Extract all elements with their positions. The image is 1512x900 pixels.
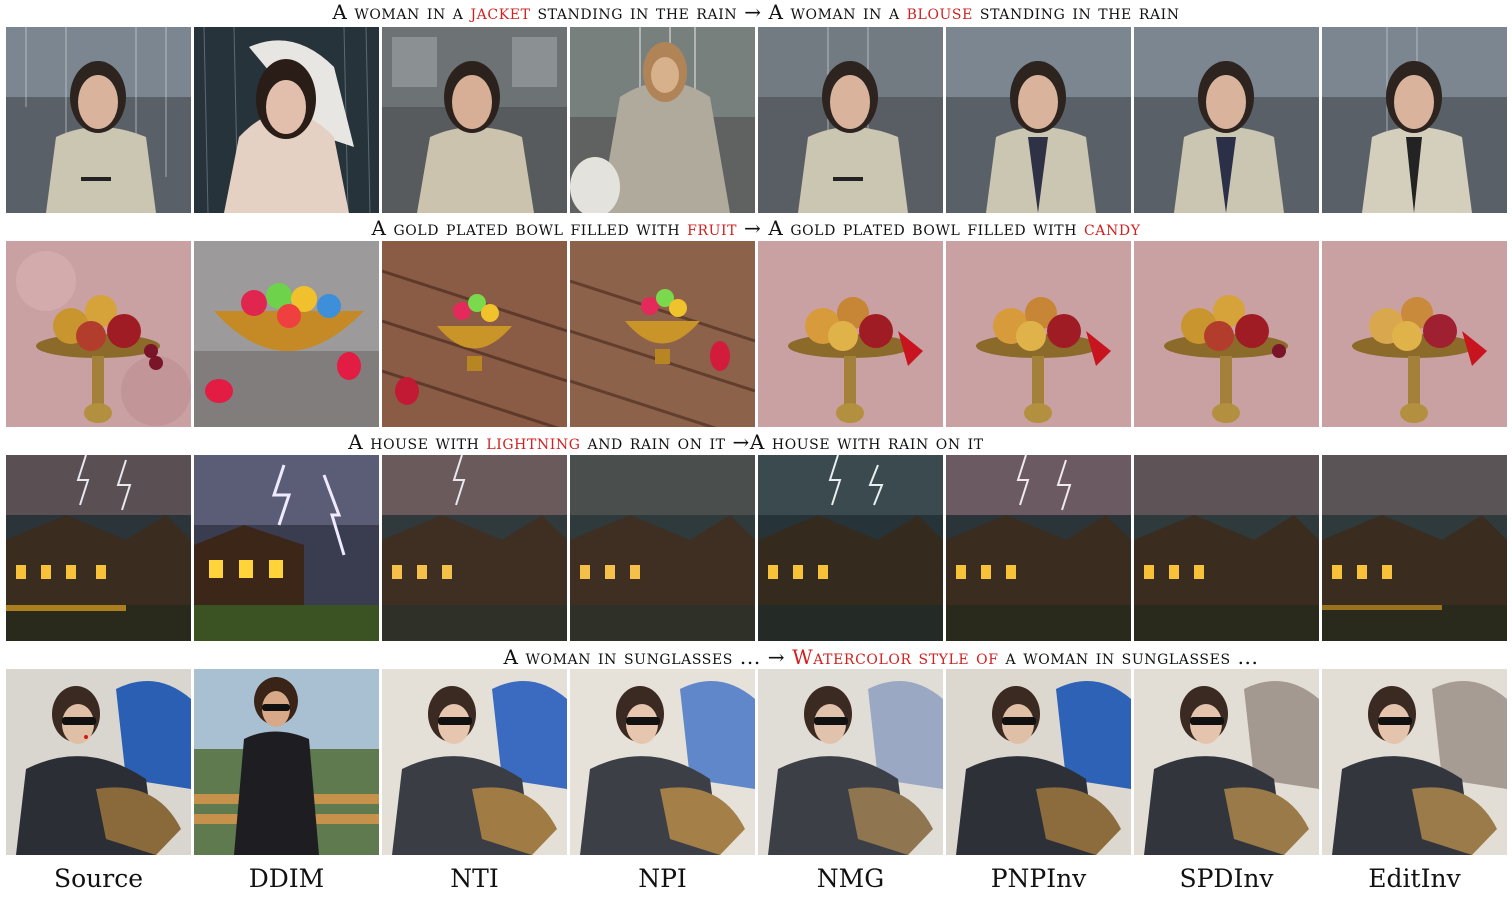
woman-rain-image xyxy=(758,27,943,213)
house-lightning-image xyxy=(382,455,567,641)
method-label-ddim: DDIM xyxy=(248,864,325,893)
woman-sunglasses-image xyxy=(570,669,755,855)
house-lightning-image xyxy=(946,455,1131,641)
image-npi xyxy=(570,241,755,427)
image-npi xyxy=(570,669,755,855)
caption-highlight: Watercolor style of xyxy=(792,645,999,669)
woman-sunglasses-image xyxy=(758,669,943,855)
caption-row-1: A woman in a jacket standing in the rain… xyxy=(0,0,1512,24)
image-spdinv xyxy=(1134,455,1319,641)
caption-text: A woman in sunglasses ... → xyxy=(503,645,793,669)
woman-rain-image xyxy=(1134,27,1319,213)
caption-highlight: fruit xyxy=(687,216,738,240)
image-npi xyxy=(570,455,755,641)
image-editinv xyxy=(1322,455,1507,641)
caption-row-4: A woman in sunglasses ... → Watercolor s… xyxy=(125,645,1512,669)
woman-sunglasses-image xyxy=(946,669,1131,855)
house-lightning-image xyxy=(6,455,191,641)
woman-rain-image xyxy=(946,27,1131,213)
image-pnpinv xyxy=(946,27,1131,213)
image-nmg xyxy=(758,241,943,427)
caption-highlight: candy xyxy=(1084,216,1141,240)
caption-row-3: A house with lightning and rain on it →A… xyxy=(0,430,1422,454)
fruit-bowl-image xyxy=(382,241,567,427)
woman-rain-image xyxy=(570,27,755,213)
image-spdinv xyxy=(1134,241,1319,427)
image-source xyxy=(6,455,191,641)
caption-text: A house with xyxy=(348,430,487,454)
house-lightning-image xyxy=(1134,455,1319,641)
caption-text: standing in the rain → A woman in a xyxy=(530,0,907,24)
woman-sunglasses-image xyxy=(382,669,567,855)
method-label-editinv: EditInv xyxy=(1368,864,1461,893)
woman-rain-image xyxy=(1322,27,1507,213)
image-ddim xyxy=(194,241,379,427)
fruit-bowl-image xyxy=(194,241,379,427)
image-ddim xyxy=(194,455,379,641)
house-lightning-image xyxy=(194,455,379,641)
image-npi xyxy=(570,27,755,213)
method-labels: Source DDIM NTI NPI NMG PNPInv SPDInv Ed… xyxy=(6,862,1506,896)
method-label-spdinv: SPDInv xyxy=(1179,864,1274,893)
caption-highlight: blouse xyxy=(906,0,973,24)
image-nmg xyxy=(758,27,943,213)
image-spdinv xyxy=(1134,27,1319,213)
woman-sunglasses-image xyxy=(194,669,379,855)
image-nti xyxy=(382,241,567,427)
caption-text: a woman in sunglasses ... xyxy=(998,645,1259,669)
fruit-bowl-image xyxy=(946,241,1131,427)
image-editinv xyxy=(1322,27,1507,213)
caption-text: and rain on it →A house with rain on it xyxy=(580,430,984,454)
image-source xyxy=(6,669,191,855)
image-pnpinv xyxy=(946,241,1131,427)
woman-sunglasses-image xyxy=(6,669,191,855)
image-ddim xyxy=(194,27,379,213)
fruit-bowl-image xyxy=(1322,241,1507,427)
fruit-bowl-image xyxy=(570,241,755,427)
image-source xyxy=(6,241,191,427)
image-nmg xyxy=(758,455,943,641)
method-label-source: Source xyxy=(53,864,144,893)
woman-rain-image xyxy=(382,27,567,213)
caption-text: standing in the rain xyxy=(972,0,1180,24)
image-ddim xyxy=(194,669,379,855)
image-nti xyxy=(382,27,567,213)
method-label-pnpinv: PNPInv xyxy=(990,864,1087,893)
caption-text: A gold plated bowl filled with xyxy=(371,216,688,240)
fruit-bowl-image xyxy=(6,241,191,427)
method-label-nmg: NMG xyxy=(816,864,885,893)
method-label-npi: NPI xyxy=(638,864,687,893)
woman-rain-image xyxy=(194,27,379,213)
image-nmg xyxy=(758,669,943,855)
image-spdinv xyxy=(1134,669,1319,855)
house-lightning-image xyxy=(758,455,943,641)
woman-rain-image xyxy=(6,27,191,213)
caption-text: → A gold plated bowl filled with xyxy=(737,216,1084,240)
house-lightning-image xyxy=(570,455,755,641)
image-editinv xyxy=(1322,669,1507,855)
caption-row-2: A gold plated bowl filled with fruit → A… xyxy=(0,216,1512,240)
image-pnpinv xyxy=(946,455,1131,641)
image-nti xyxy=(382,455,567,641)
image-source xyxy=(6,27,191,213)
fruit-bowl-image xyxy=(758,241,943,427)
image-nti xyxy=(382,669,567,855)
woman-sunglasses-image xyxy=(1134,669,1319,855)
house-lightning-image xyxy=(1322,455,1507,641)
fruit-bowl-image xyxy=(1134,241,1319,427)
caption-text: A woman in a xyxy=(332,0,471,24)
method-label-nti: NTI xyxy=(450,864,499,893)
caption-highlight: lightning xyxy=(486,430,581,454)
woman-sunglasses-image xyxy=(1322,669,1507,855)
caption-highlight: jacket xyxy=(470,0,531,24)
image-pnpinv xyxy=(946,669,1131,855)
image-editinv xyxy=(1322,241,1507,427)
